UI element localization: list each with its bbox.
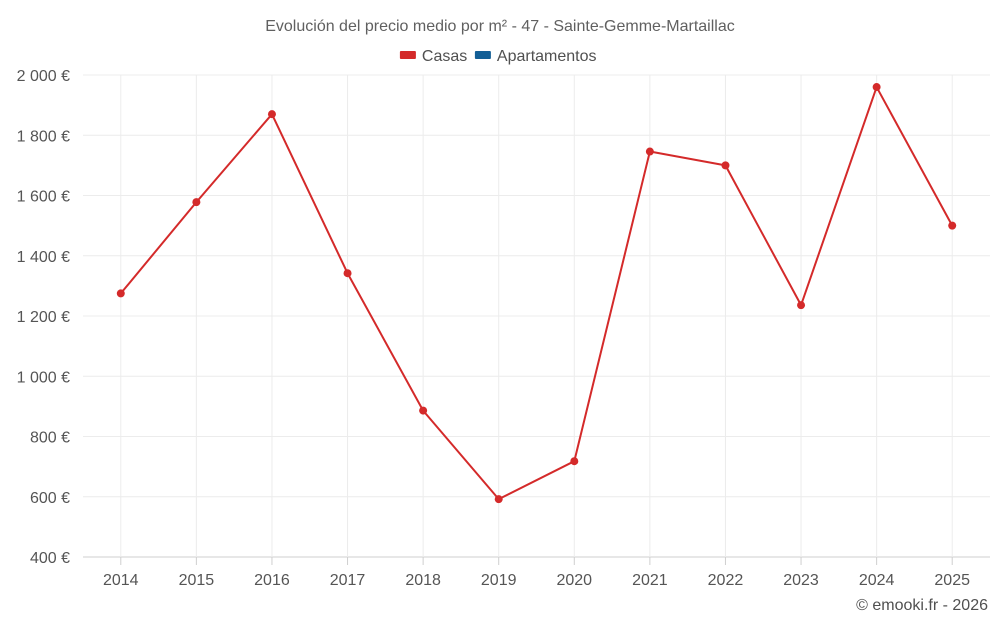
legend-item-casas[interactable]: Casas [399,48,467,65]
data-point[interactable] [494,495,503,504]
x-tick-label: 2022 [708,572,744,589]
data-point[interactable] [570,457,579,466]
data-point[interactable] [116,289,125,298]
y-tick-label: 800 € [30,430,70,447]
y-tick-label: 1 200 € [17,309,70,326]
data-point[interactable] [267,110,276,119]
y-tick-label: 1 600 € [17,189,70,206]
y-tick-label: 400 € [30,550,70,567]
x-tick-label: 2024 [859,572,895,589]
legend: Casas Apartamentos [399,48,597,65]
credit-text: © emooki.fr - 2026 [856,597,988,614]
x-tick-label: 2025 [934,572,970,589]
data-point[interactable] [872,83,881,92]
data-point[interactable] [645,147,654,156]
data-point[interactable] [192,198,201,207]
x-tick-label: 2014 [103,572,139,589]
data-point[interactable] [419,406,428,415]
x-tick-label: 2021 [632,572,668,589]
y-tick-label: 600 € [30,490,70,507]
data-point[interactable] [721,161,730,170]
x-tick-label: 2023 [783,572,819,589]
y-tick-label: 1 000 € [17,369,70,386]
data-point[interactable] [948,221,957,230]
legend-label: Apartamentos [497,48,597,65]
x-tick-label: 2018 [405,572,441,589]
data-point[interactable] [343,269,352,278]
series-layer [116,83,957,504]
chart-title: Evolución del precio medio por m² - 47 -… [265,18,735,35]
legend-label: Casas [422,48,467,65]
grid-lines [83,74,990,558]
x-tick-label: 2016 [254,572,290,589]
x-tick-label: 2020 [556,572,592,589]
y-tick-label: 1 800 € [17,128,70,145]
legend-swatch [474,51,491,59]
series-line-casas [120,86,954,501]
y-tick-label: 2 000 € [17,68,70,85]
y-tick-label: 1 400 € [17,249,70,266]
x-axis: 2014 2015 2016 2017 2018 2019 2020 2021 2022 2023… [103,557,970,589]
y-axis: 400 € 600 € 800 € 1 000 € 1 200 € 1 400 € 1 60… [17,68,70,567]
x-tick-label: 2015 [179,572,215,589]
x-tick-label: 2017 [330,572,366,589]
data-point[interactable] [797,301,806,310]
x-tick-label: 2019 [481,572,517,589]
legend-item-apartamentos[interactable]: Apartamentos [474,48,597,65]
legend-swatch [399,51,416,59]
